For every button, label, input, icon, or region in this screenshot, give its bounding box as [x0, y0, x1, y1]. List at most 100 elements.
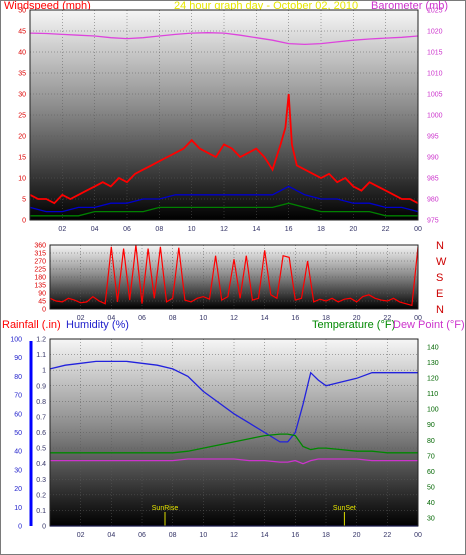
windspeed-tick-label: 45 [18, 29, 26, 36]
x-tick-label-1: 08 [155, 226, 163, 233]
plot1-border [29, 9, 419, 221]
x-tick-label-1: 00 [414, 226, 422, 233]
x-tick-label-2: 14 [261, 315, 269, 322]
barometer-tick-label: 985 [427, 176, 439, 183]
rainfall-tick-label: 1.1 [36, 352, 46, 359]
direction-compass-label: S [436, 272, 443, 284]
x-tick-label-1: 12 [220, 226, 228, 233]
rainfall-tick-label: 0.9 [36, 383, 46, 390]
rainfall-tick-label: 0.7 [36, 414, 46, 421]
temperature-tick-label: 60 [427, 469, 435, 476]
x-tick-label-2: 22 [383, 315, 391, 322]
direction-compass-label: N [436, 304, 444, 316]
windspeed-tick-label: 5 [22, 197, 26, 204]
barometer-tick-label: 995 [427, 134, 439, 141]
rainfall-tick-label: 0.1 [36, 508, 46, 515]
x-tick-label-3: 20 [353, 532, 361, 539]
x-tick-label-3: 12 [230, 532, 238, 539]
direction-degree-tick-label: 225 [34, 267, 46, 274]
x-tick-label-1: 10 [188, 226, 196, 233]
temperature-tick-label: 50 [427, 485, 435, 492]
windspeed-tick-label: 40 [18, 50, 26, 57]
windspeed-tick-label: 0 [22, 218, 26, 225]
x-tick-label-2: 20 [353, 315, 361, 322]
x-tick-label-1: 16 [285, 226, 293, 233]
plot2-border [49, 244, 419, 310]
rainfall-tick-label: 0.4 [36, 461, 46, 468]
x-tick-label-2: 04 [107, 315, 115, 322]
rainfall-tick-label: 0.3 [36, 477, 46, 484]
x-tick-label-2: 06 [138, 315, 146, 322]
x-tick-label-3: 04 [107, 532, 115, 539]
plot3-border [49, 338, 419, 527]
x-tick-label-2: 08 [169, 315, 177, 322]
direction-compass-label: W [436, 256, 447, 268]
rainfall-tick-label: 0.8 [36, 399, 46, 406]
x-tick-label-2: 02 [77, 315, 85, 322]
x-tick-label-2: 12 [230, 315, 238, 322]
barometer-tick-label: 1015 [427, 50, 443, 57]
temperature-tick-label: 140 [427, 344, 439, 351]
humidity-tick-label: 40 [14, 449, 22, 456]
windspeed-tick-label: 20 [18, 134, 26, 141]
barometer-tick-label: 1005 [427, 92, 443, 99]
x-tick-label-2: 10 [199, 315, 207, 322]
humidity-tick-label: 0 [18, 524, 22, 531]
direction-degree-tick-label: 360 [34, 243, 46, 250]
rainfall-tick-label: 0.2 [36, 492, 46, 499]
windspeed-tick-label: 15 [18, 155, 26, 162]
rainfall-tick-label: 0.5 [36, 446, 46, 453]
windspeed-tick-label: 10 [18, 176, 26, 183]
direction-degree-tick-label: 135 [34, 283, 46, 290]
x-tick-label-3: 18 [322, 532, 330, 539]
x-tick-label-3: 06 [138, 532, 146, 539]
rainfall-axis-label: Rainfall (.in) [2, 319, 61, 331]
x-tick-label-3: 02 [77, 532, 85, 539]
x-tick-label-1: 20 [349, 226, 357, 233]
x-tick-label-1: 14 [252, 226, 260, 233]
x-tick-label-1: 02 [58, 226, 66, 233]
direction-degree-tick-label: 315 [34, 251, 46, 258]
windspeed-tick-label: 25 [18, 113, 26, 120]
direction-degree-tick-label: 180 [34, 275, 46, 282]
humidity-series [49, 360, 418, 443]
temperature-tick-label: 40 [427, 500, 435, 507]
temperature-tick-label: 90 [427, 422, 435, 429]
rainfall-tick-label: 0 [42, 524, 46, 531]
windspeed-tick-label: 50 [18, 8, 26, 15]
humidity-tick-label: 60 [14, 411, 22, 418]
barometer-tick-label: 990 [427, 155, 439, 162]
humidity-tick-label: 50 [14, 430, 22, 437]
direction-degree-tick-label: 270 [34, 259, 46, 266]
barometer-tick-label: 1010 [427, 71, 443, 78]
rainfall-tick-label: 0.6 [36, 430, 46, 437]
temperature-tick-label: 70 [427, 453, 435, 460]
average-wind-series [29, 185, 419, 213]
x-tick-label-1: 04 [91, 226, 99, 233]
sunset-label: SunSet [333, 505, 356, 512]
humidity-tick-label: 80 [14, 374, 22, 381]
temperature-tick-label: 120 [427, 375, 439, 382]
x-tick-label-2: 16 [291, 315, 299, 322]
barometer-tick-label: 975 [427, 218, 439, 225]
barometer-tick-label: 1020 [427, 29, 443, 36]
x-tick-label-2: 00 [414, 315, 422, 322]
temperature-tick-label: 100 [427, 407, 439, 414]
dewpoint-series [50, 458, 418, 465]
barometer-tick-label: 980 [427, 197, 439, 204]
windspeed-tick-label: 30 [18, 92, 26, 99]
temperature-tick-label: 80 [427, 438, 435, 445]
rainfall-tick-label: 1.2 [36, 337, 46, 344]
humidity-tick-label: 90 [14, 355, 22, 362]
windspeed-axis-label: Windspeed (mph) [4, 0, 91, 12]
x-tick-label-3: 16 [291, 532, 299, 539]
x-tick-label-3: 14 [261, 532, 269, 539]
humidity-tick-label: 20 [14, 486, 22, 493]
wind-direction-series [49, 244, 419, 307]
barometer-axis-label: Barometer (mb) [371, 0, 449, 12]
sunrise-label: SunRise [152, 505, 179, 512]
x-tick-label-1: 22 [382, 226, 390, 233]
rainfall-tick-label: 1 [42, 368, 46, 375]
x-tick-label-3: 10 [199, 532, 207, 539]
